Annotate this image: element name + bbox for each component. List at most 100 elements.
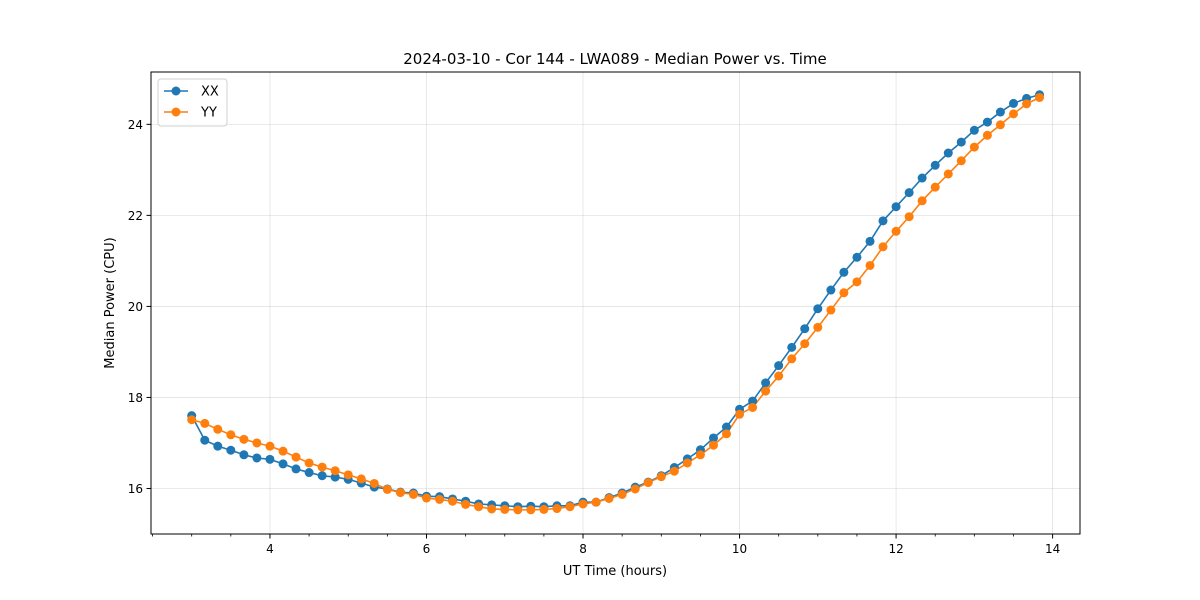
data-point-yy: [448, 496, 458, 506]
data-point-xx: [930, 160, 940, 170]
data-point-yy: [748, 402, 758, 412]
data-point-xx: [826, 285, 836, 295]
data-point-xx: [721, 422, 731, 432]
data-point-yy: [630, 484, 640, 494]
data-point-yy: [852, 277, 862, 287]
data-point-yy: [461, 499, 471, 509]
series-xx-line: [190, 93, 1040, 508]
data-point-yy: [291, 452, 301, 462]
data-point-yy: [643, 478, 653, 488]
data-point-xx: [291, 464, 301, 474]
data-point-xx: [852, 252, 862, 262]
data-point-yy: [1022, 99, 1032, 109]
data-point-xx: [200, 435, 210, 445]
data-point-yy: [721, 429, 731, 439]
legend-yy-label: YY: [200, 106, 217, 121]
data-point-xx: [330, 472, 340, 482]
data-point-yy: [500, 504, 510, 514]
data-point-yy: [878, 242, 888, 252]
data-point-yy: [591, 497, 601, 507]
data-point-xx: [995, 107, 1005, 117]
data-point-xx: [813, 304, 823, 314]
data-point-yy: [226, 430, 236, 440]
data-point-xx: [252, 453, 262, 463]
data-point-xx: [708, 433, 718, 443]
chart-title: 2024-03-10 - Cor 144 - LWA089 - Median P…: [403, 50, 827, 68]
data-point-yy: [435, 494, 445, 504]
series-lines: [190, 93, 1040, 511]
data-point-yy: [904, 212, 914, 222]
data-point-yy: [408, 489, 418, 499]
data-point-yy: [187, 415, 197, 425]
data-point-xx: [982, 117, 992, 127]
data-point-yy: [1035, 92, 1045, 102]
data-point-yy: [1008, 109, 1018, 119]
data-point-xx: [917, 173, 927, 183]
data-point-yy: [382, 484, 392, 494]
data-point-xx: [278, 459, 288, 469]
x-axis: 4 6 8 10 12 14: [152, 534, 1060, 556]
data-point-xx: [1008, 98, 1018, 108]
data-point-yy: [930, 182, 940, 192]
data-point-yy: [474, 502, 484, 512]
data-point-yy: [317, 462, 327, 472]
legend-yy-marker: [171, 107, 181, 117]
data-point-yy: [304, 458, 314, 468]
data-point-yy: [565, 502, 575, 512]
data-point-yy: [278, 446, 288, 456]
data-point-yy: [956, 156, 966, 166]
data-point-xx: [800, 324, 810, 334]
data-point-yy: [617, 489, 627, 499]
data-point-xx: [891, 202, 901, 212]
series-yy-line: [191, 96, 1040, 511]
data-point-yy: [369, 478, 379, 488]
data-point-yy: [421, 493, 431, 503]
data-point-yy: [774, 371, 784, 381]
y-tick-label: 24: [128, 118, 143, 132]
data-point-yy: [552, 504, 562, 514]
grid: [151, 72, 1080, 534]
data-point-yy: [695, 450, 705, 460]
legend-xx-marker: [171, 86, 181, 96]
x-tick-label: 4: [266, 542, 274, 556]
data-point-xx: [839, 267, 849, 277]
data-point-xx: [265, 454, 275, 464]
data-point-xx: [317, 471, 327, 481]
data-point-yy: [487, 504, 497, 514]
series-markers: [187, 90, 1045, 515]
data-point-yy: [891, 226, 901, 236]
data-point-yy: [826, 305, 836, 315]
data-point-yy: [200, 418, 210, 428]
data-point-yy: [761, 386, 771, 396]
x-tick-label: 14: [1045, 542, 1060, 556]
data-point-xx: [304, 468, 314, 478]
series-xx-points: [187, 90, 1045, 512]
data-point-xx: [969, 125, 979, 135]
series-yy-points: [187, 92, 1045, 515]
data-point-yy: [787, 354, 797, 364]
data-point-yy: [578, 499, 588, 509]
data-point-yy: [995, 120, 1005, 130]
data-point-xx: [213, 441, 223, 451]
data-point-yy: [669, 466, 679, 476]
data-point-yy: [343, 470, 353, 480]
data-point-xx: [748, 396, 758, 406]
y-tick-label: 20: [128, 300, 143, 314]
data-point-xx: [761, 378, 771, 388]
data-point-xx: [787, 342, 797, 352]
data-point-yy: [865, 260, 875, 270]
data-point-xx: [904, 188, 914, 198]
y-tick-label: 22: [128, 209, 143, 223]
legend: XX YY: [157, 78, 228, 127]
data-point-xx: [774, 361, 784, 371]
data-point-yy: [356, 474, 366, 484]
data-point-yy: [395, 488, 405, 498]
data-point-yy: [239, 434, 249, 444]
data-point-yy: [539, 504, 549, 514]
x-axis-label: UT Time (hours): [563, 564, 667, 579]
x-tick-label: 8: [579, 542, 587, 556]
data-point-yy: [265, 441, 275, 451]
x-tick-label: 12: [888, 542, 903, 556]
data-point-yy: [656, 472, 666, 482]
data-point-yy: [513, 505, 523, 515]
